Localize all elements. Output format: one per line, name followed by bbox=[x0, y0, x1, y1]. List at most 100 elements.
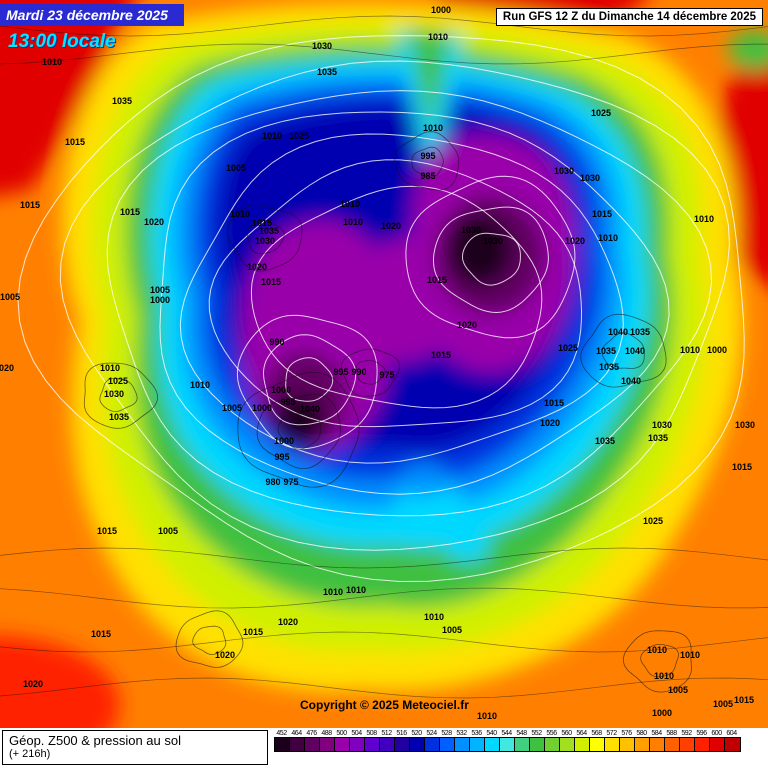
legend-box: Géop. Z500 & pression au sol (+ 216h) bbox=[2, 730, 268, 765]
scale-cell bbox=[365, 738, 380, 751]
field-patch-green bbox=[728, 30, 768, 70]
scale-tick-label: 548 bbox=[516, 730, 527, 737]
scale-tick-label: 556 bbox=[546, 730, 557, 737]
contour-line bbox=[59, 60, 730, 551]
contour-line bbox=[622, 630, 692, 693]
scale-cell bbox=[320, 738, 335, 751]
color-scale-bar bbox=[274, 737, 741, 752]
contour-line bbox=[262, 334, 357, 426]
scale-cell bbox=[350, 738, 365, 751]
scale-tick-label: 488 bbox=[321, 730, 332, 737]
contour-line bbox=[179, 133, 624, 464]
copyright-label: Copyright © 2025 Meteociel.fr bbox=[300, 698, 469, 712]
contour-line bbox=[580, 313, 667, 388]
contour-line bbox=[356, 360, 386, 385]
scale-tick-label: 476 bbox=[306, 730, 317, 737]
scale-tick-label: 464 bbox=[291, 730, 302, 737]
contour-line bbox=[405, 175, 576, 339]
contour-line bbox=[0, 547, 768, 569]
contour-line bbox=[640, 644, 679, 678]
contour-line bbox=[99, 378, 138, 412]
scale-cell bbox=[635, 738, 650, 751]
contour-line bbox=[0, 15, 768, 37]
date-banner: Mardi 23 décembre 2025 bbox=[0, 4, 184, 26]
scale-cell bbox=[575, 738, 590, 751]
scale-tick-label: 536 bbox=[471, 730, 482, 737]
contour-line bbox=[0, 677, 768, 699]
scale-tick-label: 512 bbox=[381, 730, 392, 737]
contour-line bbox=[433, 206, 549, 314]
scale-cell bbox=[410, 738, 425, 751]
scale-tick-label: 576 bbox=[621, 730, 632, 737]
contour-line bbox=[192, 625, 227, 655]
scale-tick-label: 524 bbox=[426, 730, 437, 737]
scale-tick-label: 528 bbox=[441, 730, 452, 737]
scale-tick-label: 572 bbox=[606, 730, 617, 737]
scale-cell bbox=[665, 738, 680, 751]
scale-tick-label: 500 bbox=[336, 730, 347, 737]
scale-tick-label: 580 bbox=[636, 730, 647, 737]
contour-line bbox=[83, 362, 159, 429]
scale-cell bbox=[695, 738, 710, 751]
scale-cell bbox=[485, 738, 500, 751]
scale-cell bbox=[440, 738, 455, 751]
contour-line bbox=[0, 631, 768, 653]
scale-tick-label: 552 bbox=[531, 730, 542, 737]
scale-cell bbox=[425, 738, 440, 751]
scale-cell bbox=[605, 738, 620, 751]
scale-tick-label: 588 bbox=[666, 730, 677, 737]
field-core-black bbox=[276, 394, 324, 446]
field-blob-red bbox=[0, 0, 134, 195]
map-canvas bbox=[0, 0, 768, 730]
scale-cell bbox=[335, 738, 350, 751]
scale-tick-label: 504 bbox=[351, 730, 362, 737]
contour-line bbox=[277, 413, 321, 450]
height-contours bbox=[17, 35, 745, 583]
scale-cell bbox=[620, 738, 635, 751]
scale-cell bbox=[455, 738, 470, 751]
scale-tick-label: 568 bbox=[591, 730, 602, 737]
scale-tick-label: 560 bbox=[561, 730, 572, 737]
local-time-label: 13:00 locale bbox=[8, 31, 116, 52]
model-run-info: Run GFS 12 Z du Dimanche 14 décembre 202… bbox=[495, 8, 763, 26]
contour-line bbox=[256, 394, 341, 470]
contour-line bbox=[175, 610, 244, 668]
contour-line bbox=[159, 111, 670, 495]
field-notch-green bbox=[408, 28, 450, 140]
field-fill-layer bbox=[0, 0, 768, 730]
contour-line bbox=[0, 43, 768, 65]
footer-strip: Géop. Z500 & pression au sol (+ 216h) 45… bbox=[0, 728, 768, 768]
field-blob-red bbox=[0, 635, 120, 730]
contour-line bbox=[462, 232, 521, 286]
contour-line bbox=[208, 159, 583, 428]
scale-cell bbox=[725, 738, 740, 751]
scale-cell bbox=[680, 738, 695, 751]
scale-cell bbox=[380, 738, 395, 751]
scale-tick-label: 508 bbox=[366, 730, 377, 737]
contour-line bbox=[394, 131, 460, 191]
legend-title: Géop. Z500 & pression au sol bbox=[9, 733, 181, 748]
scale-cell bbox=[710, 738, 725, 751]
color-scale: 452 464 476 488 500 504 508 512 516 520 524 528 532 5… bbox=[274, 730, 741, 752]
weather-map: 1000 1010 1030 1035 1010 1015 1035 1005 1010 1025… bbox=[0, 0, 768, 730]
scale-tick-label: 452 bbox=[276, 730, 287, 737]
field-blob-purple-bridge bbox=[350, 238, 460, 362]
scale-tick-label: 600 bbox=[711, 730, 722, 737]
color-scale-labels: 452 464 476 488 500 504 508 512 516 520 524 528 532 5… bbox=[274, 730, 741, 737]
scale-cell bbox=[500, 738, 515, 751]
scale-tick-label: 604 bbox=[726, 730, 737, 737]
field-core-black bbox=[448, 214, 512, 286]
contour-line bbox=[0, 587, 768, 609]
contour-line bbox=[226, 204, 303, 272]
scale-cell bbox=[515, 738, 530, 751]
contour-line bbox=[411, 146, 444, 178]
scale-tick-label: 516 bbox=[396, 730, 407, 737]
scale-cell bbox=[560, 738, 575, 751]
scale-cell bbox=[530, 738, 545, 751]
forecast-hour-label: (+ 216h) bbox=[9, 748, 51, 760]
contour-line bbox=[106, 90, 713, 517]
contour-line bbox=[246, 219, 285, 255]
scale-tick-label: 592 bbox=[681, 730, 692, 737]
scale-cell bbox=[545, 738, 560, 751]
